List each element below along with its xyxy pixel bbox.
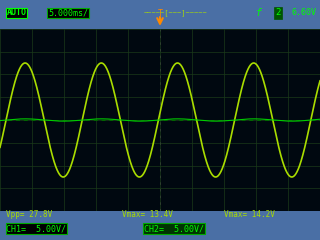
Text: Vmax= 14.2V: Vmax= 14.2V <box>224 210 275 219</box>
Text: ~~~~~[~~~]~~~~~: ~~~~~[~~~]~~~~~ <box>144 10 208 16</box>
Text: CH2=  5.00V/: CH2= 5.00V/ <box>144 224 204 233</box>
Text: 6.60V: 6.60V <box>291 8 316 18</box>
Text: Vpp= 27.8V: Vpp= 27.8V <box>6 210 53 219</box>
Text: CH1=  5.00V/: CH1= 5.00V/ <box>6 224 67 233</box>
Text: f: f <box>256 8 262 18</box>
Text: 5.000ms/: 5.000ms/ <box>48 8 88 18</box>
Text: 2: 2 <box>275 8 281 18</box>
Text: AUTO: AUTO <box>6 8 26 18</box>
Text: Vmax= 13.4V: Vmax= 13.4V <box>122 210 172 219</box>
Text: T: T <box>157 9 163 18</box>
